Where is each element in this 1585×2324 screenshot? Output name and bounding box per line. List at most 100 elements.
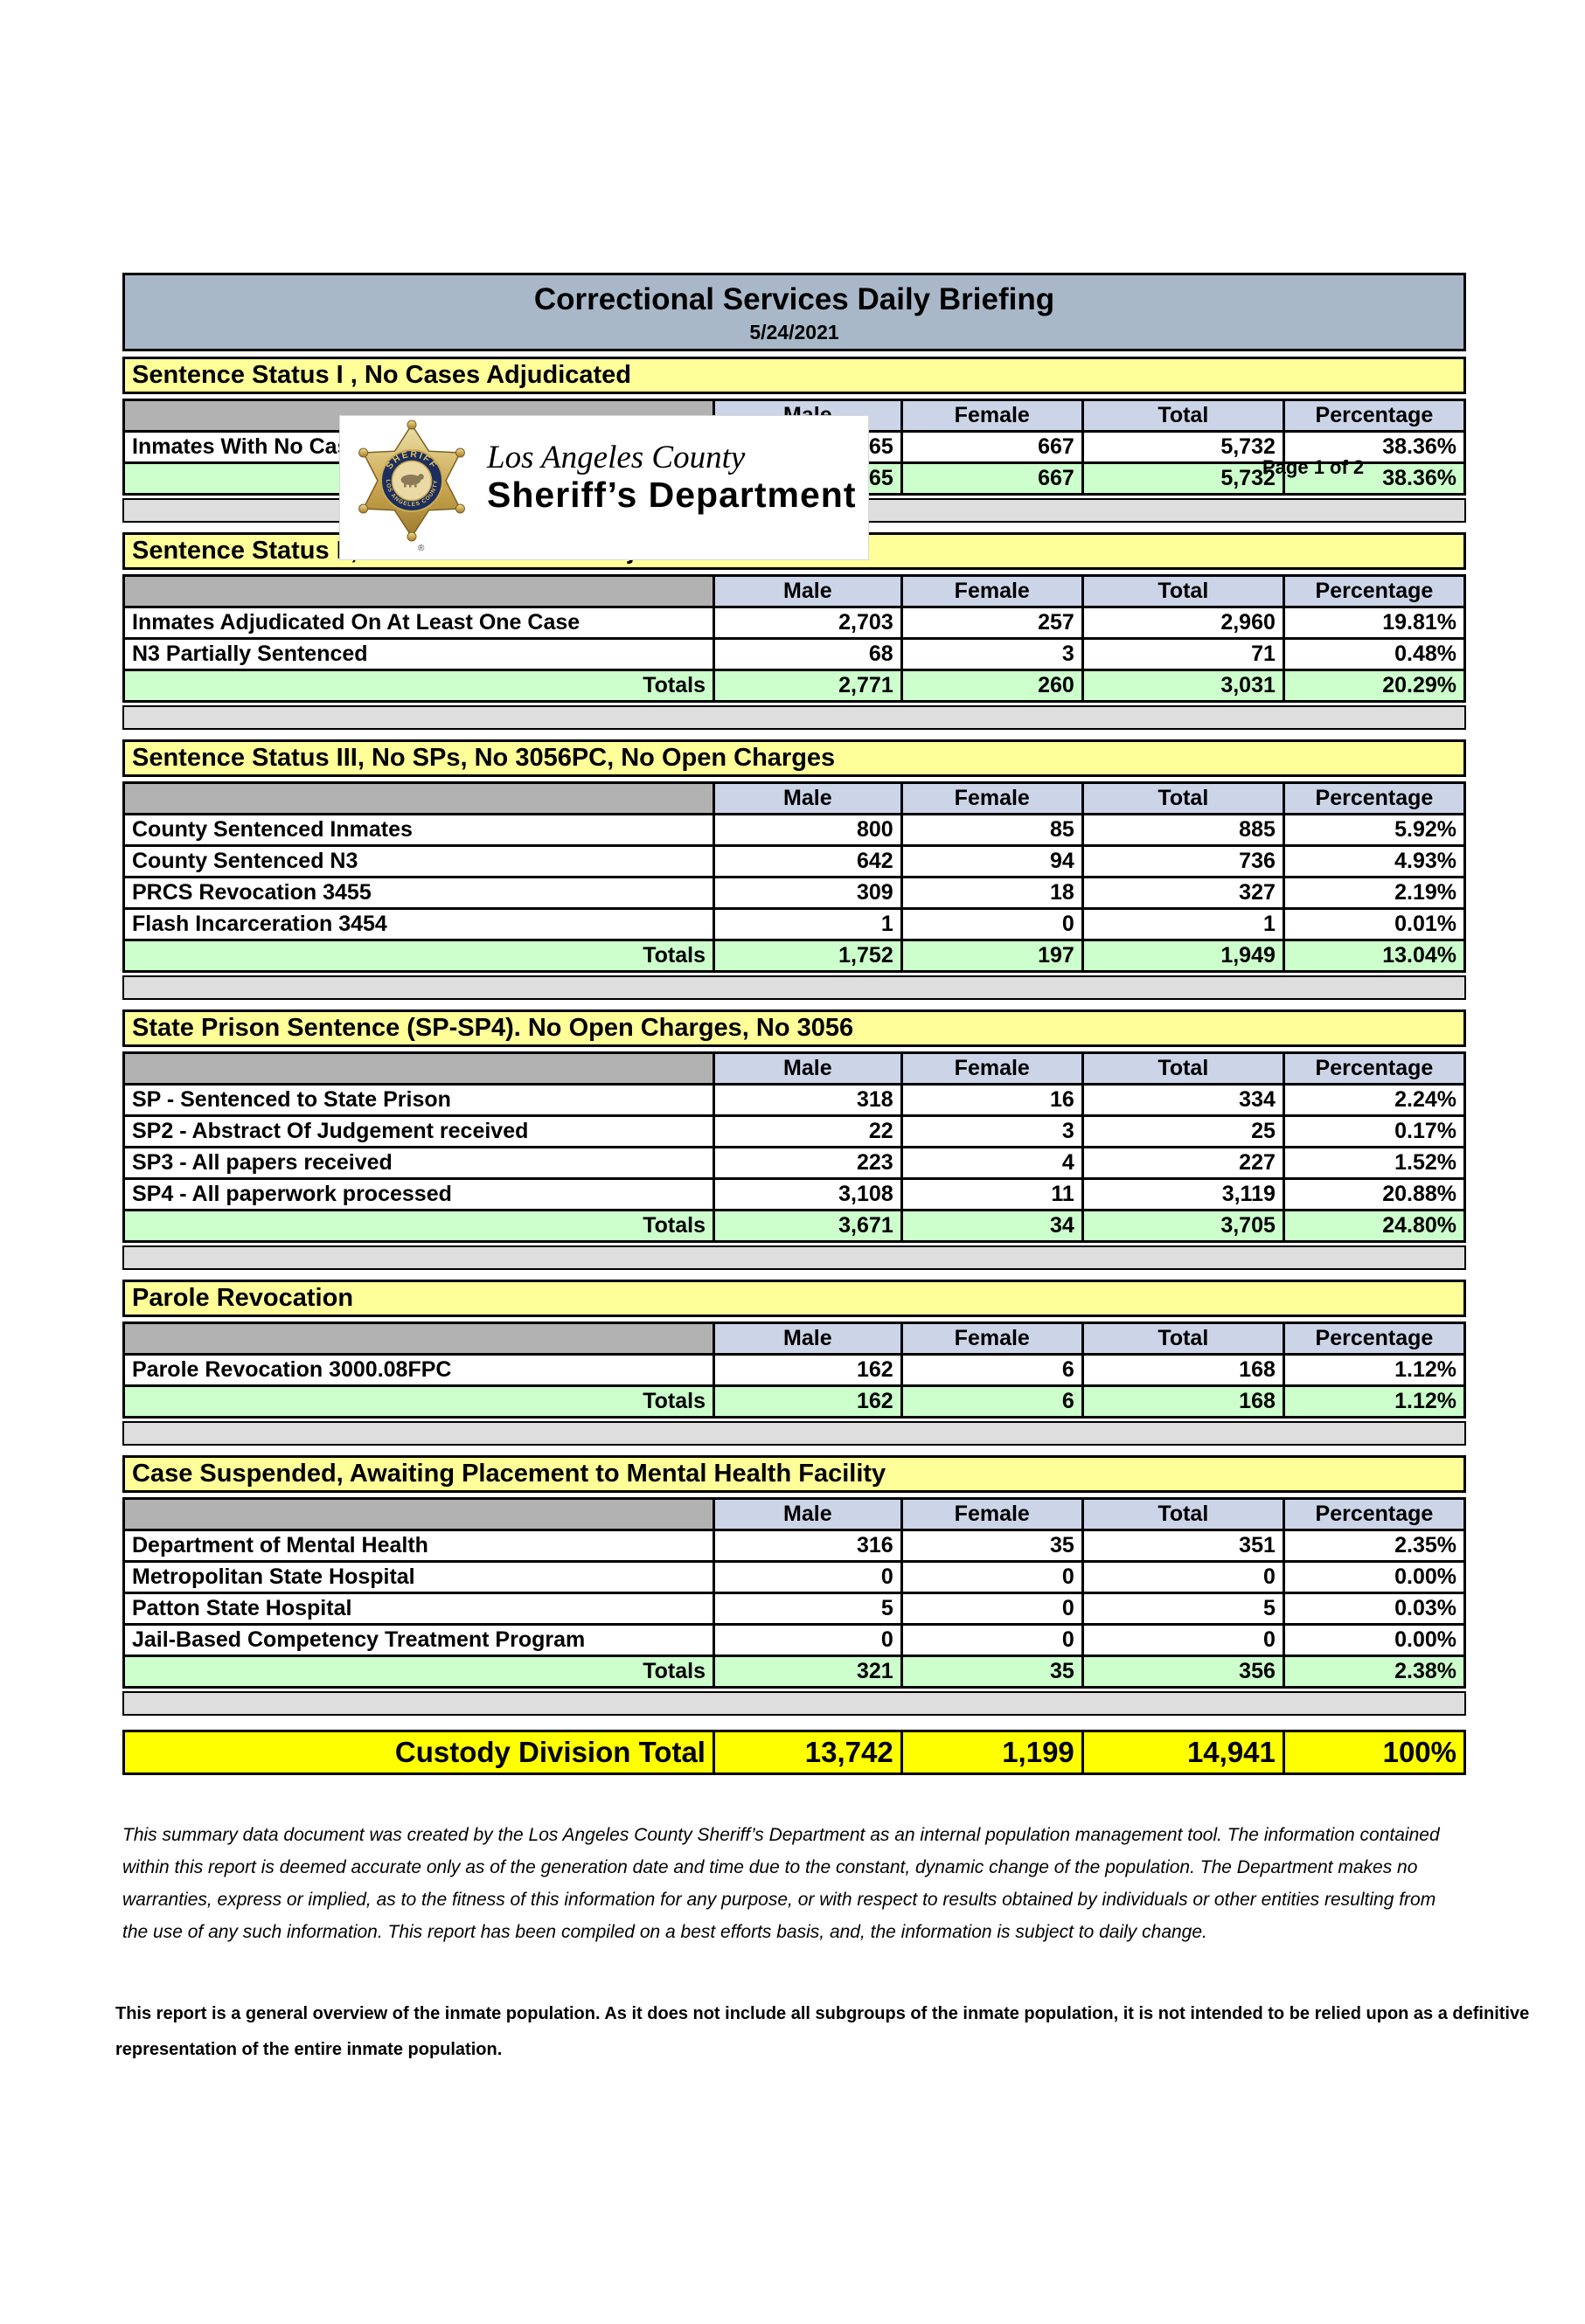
grand-total-male-value: 13,742 [712, 1730, 903, 1775]
male-value: 2,703 [712, 606, 903, 640]
total-value: 5 [1081, 1592, 1285, 1626]
male-value: 0 [712, 1623, 903, 1657]
table-row: PRCS Revocation 3455 309 18 327 2.19% [122, 876, 1467, 910]
totals-total-value: 3,705 [1081, 1209, 1285, 1243]
table-row: Department of Mental Health 316 35 351 2.35% [122, 1529, 1467, 1563]
column-header: Percentage [1282, 1497, 1467, 1531]
totals-row: Totals 3,671 34 3,705 24.80% [122, 1209, 1467, 1243]
section-spacer [122, 705, 1466, 730]
female-value: 35 [900, 1529, 1084, 1563]
table-row: SP2 - Abstract Of Judgement received 22 3 2… [122, 1114, 1467, 1148]
percentage-value: 1.12% [1282, 1353, 1467, 1387]
corner-cell [122, 574, 715, 608]
column-header: Female [900, 1051, 1084, 1086]
logo-text: Los Angeles County Sheriff’s Department [487, 418, 857, 515]
female-value: 3 [900, 1114, 1084, 1148]
column-header: Total [1081, 1497, 1285, 1531]
report-title: Correctional Services Daily Briefing [533, 282, 1055, 316]
totals-label: Totals [122, 1209, 715, 1243]
totals-female-value: 35 [900, 1655, 1084, 1689]
row-label: SP - Sentenced to State Prison [122, 1083, 715, 1117]
totals-percentage-value: 1.12% [1282, 1384, 1467, 1419]
section-table: Male Female Total Percentage Parole Revocati… [122, 1322, 1467, 1419]
column-header: Percentage [1282, 781, 1467, 815]
column-header: Male [712, 1497, 903, 1531]
table-row: Patton State Hospital 5 0 5 0.03% [122, 1592, 1467, 1626]
column-header: Percentage [1282, 399, 1467, 433]
totals-row: Totals 1,752 197 1,949 13.04% [122, 939, 1467, 973]
percentage-value: 19.81% [1282, 606, 1467, 640]
section-title: State Prison Sentence (SP-SP4). No Open … [122, 1009, 1466, 1047]
totals-percentage-value: 38.36% [1282, 461, 1467, 496]
female-value: 3 [900, 637, 1084, 671]
female-value: 667 [900, 430, 1084, 464]
total-value: 3,119 [1081, 1177, 1285, 1211]
general-note-text: This report is a general overview of the… [115, 2004, 1530, 2059]
female-value: 18 [900, 876, 1084, 910]
female-value: 11 [900, 1177, 1084, 1211]
section-spacer [122, 1691, 1466, 1716]
bear-icon [400, 474, 424, 488]
table-row: County Sentenced Inmates 800 85 885 5.92% [122, 813, 1467, 847]
percentage-value: 0.48% [1282, 637, 1467, 671]
totals-total-value: 356 [1081, 1655, 1285, 1689]
totals-row: Totals 321 35 356 2.38% [122, 1655, 1467, 1689]
corner-cell [122, 1322, 715, 1356]
male-value: 316 [712, 1529, 903, 1563]
male-value: 309 [712, 876, 903, 910]
corner-cell [122, 1497, 715, 1531]
logo-department-text: Sheriff’s Department [487, 475, 857, 515]
section-table: Male Female Total Percentage SP - Sentenced … [122, 1051, 1467, 1243]
total-value: 0 [1081, 1560, 1285, 1594]
totals-percentage-value: 24.80% [1282, 1209, 1467, 1243]
total-value: 2,960 [1081, 606, 1285, 640]
column-header: Total [1081, 574, 1285, 608]
totals-row: Totals 2,771 260 3,031 20.29% [122, 669, 1467, 703]
grand-total-female-value: 1,199 [900, 1730, 1084, 1775]
percentage-value: 2.35% [1282, 1529, 1467, 1563]
section-table: Male Female Total Percentage County Sentence… [122, 781, 1467, 973]
female-value: 16 [900, 1083, 1084, 1117]
grand-total-percentage-value: 100% [1282, 1730, 1467, 1775]
sections-container: Sentence Status I , No Cases Adjudicated… [122, 357, 1467, 1716]
column-header: Female [900, 1322, 1084, 1356]
total-value: 168 [1081, 1353, 1285, 1387]
male-value: 162 [712, 1353, 903, 1387]
table-row: Inmates Adjudicated On At Least One Case… [122, 606, 1467, 640]
percentage-value: 5.92% [1282, 813, 1467, 847]
column-header: Male [712, 1322, 903, 1356]
sheriff-logo: SHERIFF LOS ANGELES COUNTY ® Los Angeles… [339, 415, 870, 560]
section-title: Parole Revocation [122, 1280, 1466, 1317]
column-header: Total [1081, 781, 1285, 815]
table-row: SP3 - All papers received 223 4 227 1.52% [122, 1146, 1467, 1180]
row-label: Inmates Adjudicated On At Least One Case [122, 606, 715, 640]
male-value: 223 [712, 1146, 903, 1180]
percentage-value: 38.36% [1282, 430, 1467, 464]
male-value: 5 [712, 1592, 903, 1626]
totals-male-value: 321 [712, 1655, 903, 1689]
totals-percentage-value: 20.29% [1282, 669, 1467, 703]
female-value: 85 [900, 813, 1084, 847]
percentage-value: 0.00% [1282, 1623, 1467, 1657]
totals-female-value: 34 [900, 1209, 1084, 1243]
row-label: Flash Incarceration 3454 [122, 907, 715, 941]
report-section: State Prison Sentence (SP-SP4). No Open … [122, 1009, 1467, 1270]
column-header: Percentage [1282, 1322, 1467, 1356]
row-label: Parole Revocation 3000.08FPC [122, 1353, 715, 1387]
corner-cell [122, 781, 715, 815]
row-label: County Sentenced N3 [122, 844, 715, 878]
female-value: 6 [900, 1353, 1084, 1387]
report-title-bar: Correctional Services Daily Briefing 5/2… [122, 273, 1466, 351]
table-row: Jail-Based Competency Treatment Program 0… [122, 1623, 1467, 1657]
totals-label: Totals [122, 1655, 715, 1689]
disclaimer-text: This summary data document was created b… [122, 1825, 1440, 1942]
table-row: N3 Partially Sentenced 68 3 71 0.48% [122, 637, 1467, 671]
column-header: Total [1081, 399, 1285, 433]
column-header: Percentage [1282, 574, 1467, 608]
column-header: Female [900, 574, 1084, 608]
totals-total-value: 5,732 [1081, 461, 1285, 496]
percentage-value: 1.52% [1282, 1146, 1467, 1180]
total-value: 885 [1081, 813, 1285, 847]
